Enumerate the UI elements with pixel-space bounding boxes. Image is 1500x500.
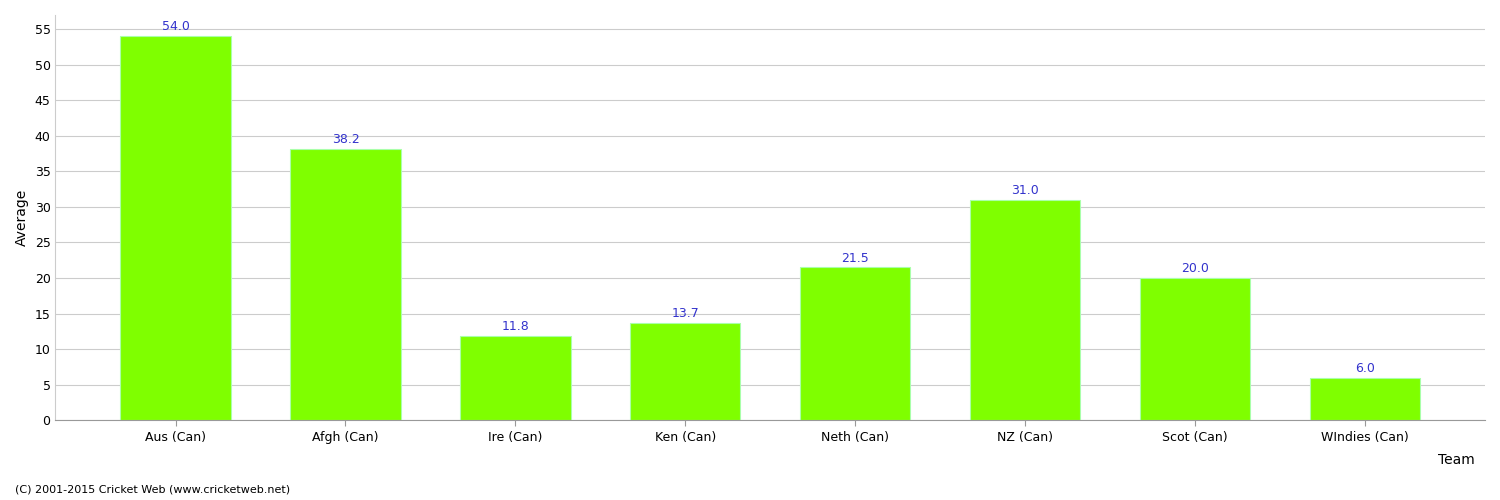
Bar — [120, 36, 231, 420]
Bar — [800, 268, 910, 420]
Text: 20.0: 20.0 — [1180, 262, 1209, 275]
Bar — [291, 148, 400, 420]
X-axis label: Team: Team — [1438, 452, 1474, 466]
Text: 6.0: 6.0 — [1354, 362, 1374, 374]
Y-axis label: Average: Average — [15, 189, 28, 246]
Text: 38.2: 38.2 — [332, 133, 360, 146]
Text: 31.0: 31.0 — [1011, 184, 1040, 197]
Bar — [970, 200, 1080, 420]
Text: (C) 2001-2015 Cricket Web (www.cricketweb.net): (C) 2001-2015 Cricket Web (www.cricketwe… — [15, 485, 290, 495]
Bar — [460, 336, 570, 420]
Bar — [1310, 378, 1420, 420]
Text: 54.0: 54.0 — [162, 20, 189, 34]
Bar — [1140, 278, 1250, 420]
Text: 21.5: 21.5 — [842, 252, 868, 264]
Bar — [630, 323, 741, 420]
Text: 11.8: 11.8 — [501, 320, 530, 334]
Text: 13.7: 13.7 — [672, 307, 699, 320]
